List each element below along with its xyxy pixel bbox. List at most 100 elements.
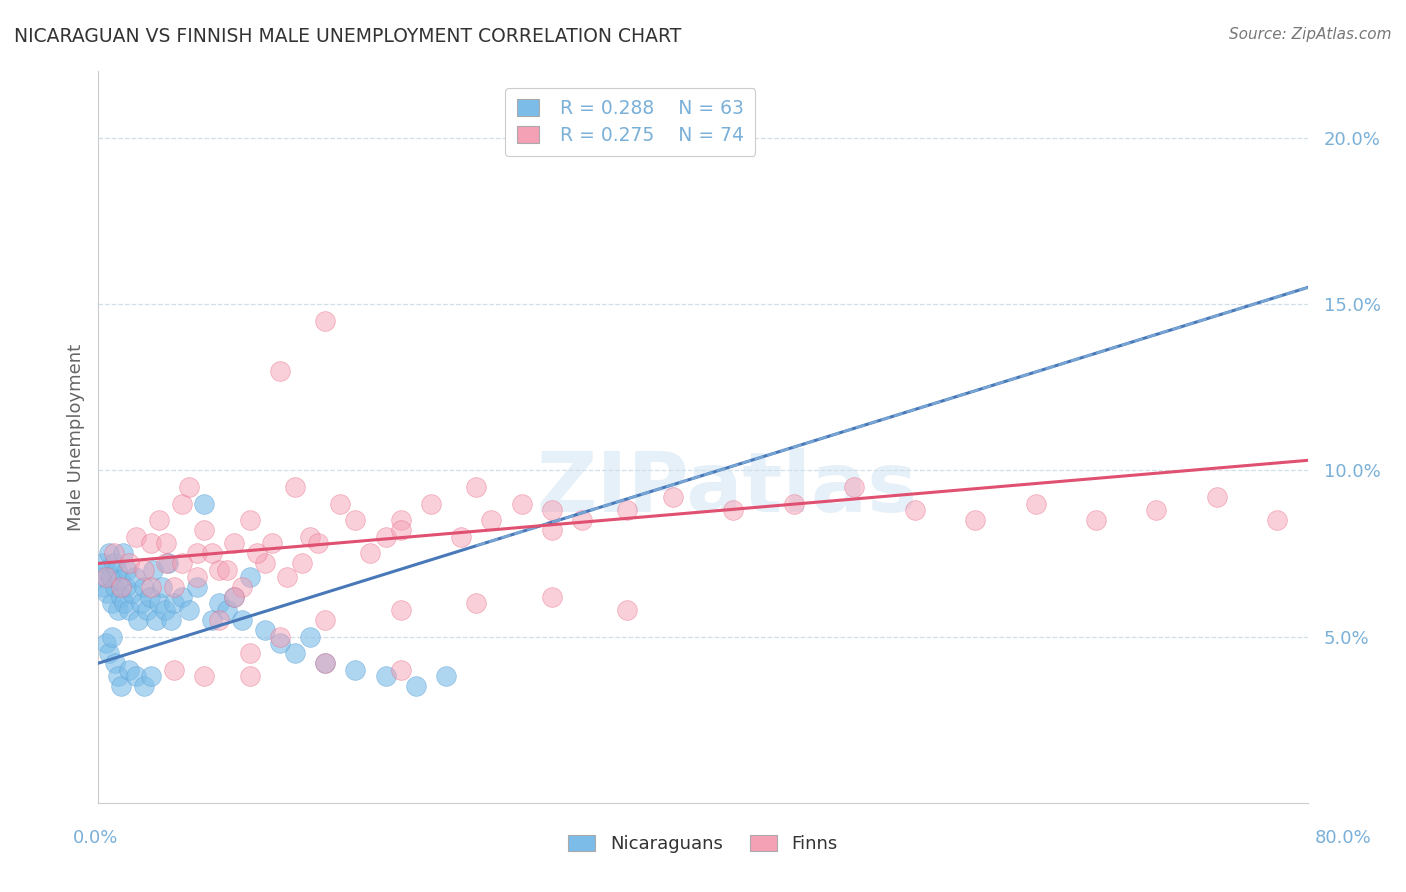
Point xyxy=(239,646,262,660)
Point xyxy=(107,669,129,683)
Point xyxy=(465,596,488,610)
Point xyxy=(186,580,208,594)
Point xyxy=(118,663,141,677)
Text: ZIPatlas: ZIPatlas xyxy=(537,448,918,529)
Point xyxy=(125,669,148,683)
Point xyxy=(1024,497,1046,511)
Point xyxy=(118,603,141,617)
Point xyxy=(208,596,231,610)
Point xyxy=(100,570,122,584)
Point xyxy=(104,580,127,594)
Point xyxy=(329,497,352,511)
Point xyxy=(103,546,125,560)
Point xyxy=(510,497,533,511)
Point xyxy=(179,603,201,617)
Point xyxy=(1144,503,1167,517)
Point xyxy=(170,590,193,604)
Point xyxy=(98,546,121,560)
Point xyxy=(135,603,157,617)
Point xyxy=(253,557,276,571)
Legend: Nicaraguans, Finns: Nicaraguans, Finns xyxy=(561,828,845,861)
Point xyxy=(284,480,307,494)
Point xyxy=(107,603,129,617)
Point xyxy=(160,613,183,627)
Point xyxy=(105,563,128,577)
Point xyxy=(148,596,170,610)
Point xyxy=(284,646,307,660)
Point xyxy=(389,523,412,537)
Point xyxy=(314,656,336,670)
Point xyxy=(783,497,806,511)
Point xyxy=(215,563,238,577)
Point xyxy=(201,613,224,627)
Y-axis label: Male Unemployment: Male Unemployment xyxy=(66,343,84,531)
Point xyxy=(344,513,367,527)
Point xyxy=(118,557,141,571)
Point xyxy=(193,523,215,537)
Point xyxy=(155,536,177,550)
Point xyxy=(299,530,322,544)
Point xyxy=(246,546,269,560)
Point xyxy=(90,570,112,584)
Point xyxy=(145,613,167,627)
Point xyxy=(186,570,208,584)
Point xyxy=(269,363,291,377)
Point xyxy=(201,546,224,560)
Point xyxy=(571,513,593,527)
Point xyxy=(231,613,253,627)
Point xyxy=(132,563,155,577)
Point xyxy=(374,530,396,544)
Point xyxy=(224,590,246,604)
Point xyxy=(215,603,238,617)
Point xyxy=(94,636,117,650)
Point xyxy=(465,480,488,494)
Point xyxy=(179,480,201,494)
Point xyxy=(127,613,149,627)
Point xyxy=(291,557,314,571)
Point xyxy=(94,563,117,577)
Point xyxy=(110,580,132,594)
Point xyxy=(405,680,427,694)
Point xyxy=(114,580,136,594)
Point xyxy=(110,680,132,694)
Point xyxy=(111,546,134,560)
Point xyxy=(299,630,322,644)
Legend:  R = 0.288    N = 63,  R = 0.275    N = 74: R = 0.288 N = 63, R = 0.275 N = 74 xyxy=(505,88,755,156)
Point xyxy=(616,603,638,617)
Point xyxy=(450,530,472,544)
Point xyxy=(141,669,163,683)
Point xyxy=(389,663,412,677)
Point xyxy=(540,503,562,517)
Point xyxy=(163,580,186,594)
Point xyxy=(150,580,173,594)
Point xyxy=(91,557,114,571)
Point xyxy=(344,663,367,677)
Point xyxy=(141,536,163,550)
Point xyxy=(616,503,638,517)
Point xyxy=(142,563,165,577)
Point xyxy=(193,669,215,683)
Point xyxy=(104,656,127,670)
Text: 80.0%: 80.0% xyxy=(1315,829,1371,847)
Point xyxy=(93,580,115,594)
Point xyxy=(224,536,246,550)
Point xyxy=(96,586,118,600)
Point xyxy=(112,596,135,610)
Point xyxy=(193,497,215,511)
Point xyxy=(360,546,382,560)
Point xyxy=(132,680,155,694)
Point xyxy=(389,513,412,527)
Point xyxy=(269,636,291,650)
Point xyxy=(231,580,253,594)
Point xyxy=(155,557,177,571)
Point xyxy=(101,630,124,644)
Point xyxy=(208,613,231,627)
Point xyxy=(904,503,927,517)
Text: 0.0%: 0.0% xyxy=(73,829,118,847)
Point xyxy=(163,663,186,677)
Point xyxy=(314,613,336,627)
Point xyxy=(186,546,208,560)
Point xyxy=(965,513,987,527)
Text: Source: ZipAtlas.com: Source: ZipAtlas.com xyxy=(1229,27,1392,42)
Point xyxy=(1267,513,1289,527)
